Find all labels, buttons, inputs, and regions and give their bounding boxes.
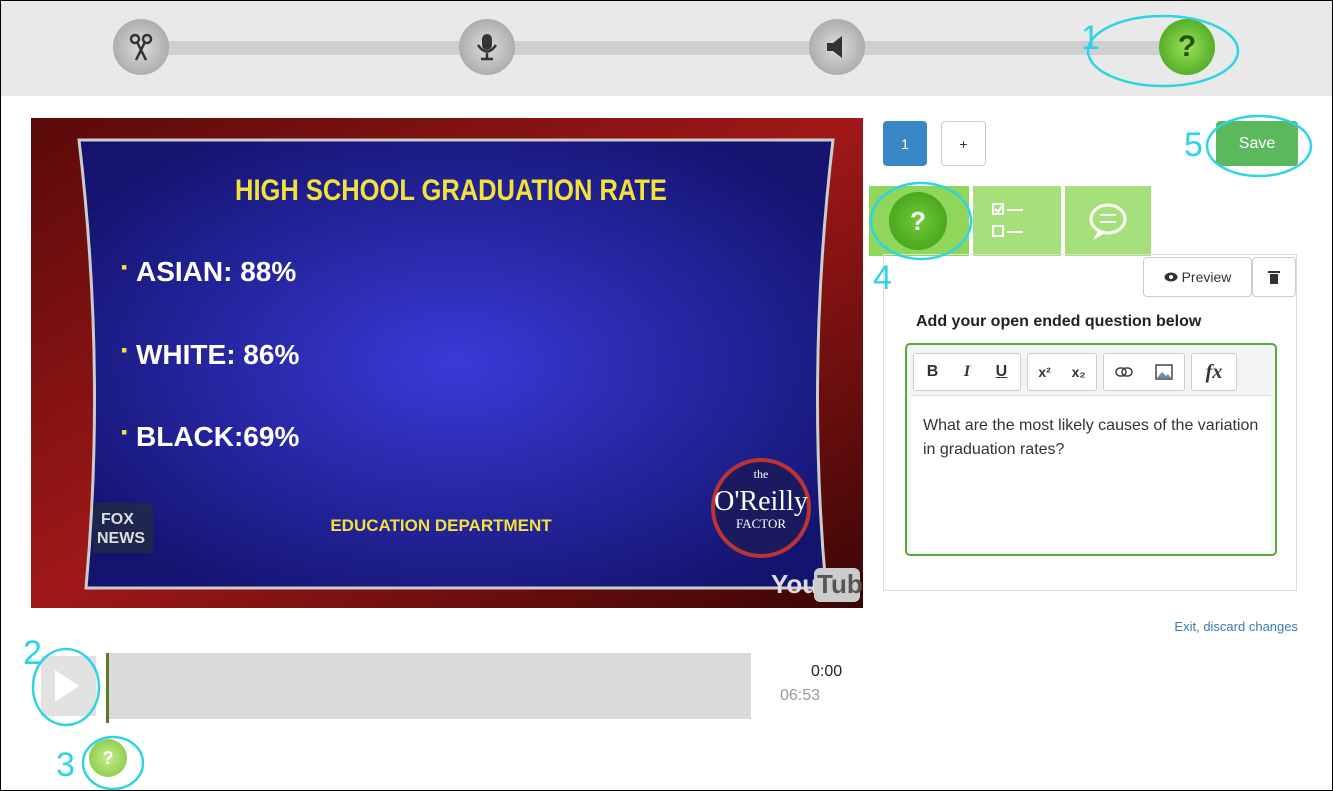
tab-question-bg: ? xyxy=(869,186,969,256)
duration: 06:53 xyxy=(780,687,820,705)
play-button[interactable] xyxy=(41,656,96,716)
superscript-button[interactable]: x² xyxy=(1038,364,1050,380)
preview-label: Preview xyxy=(1182,269,1232,285)
delete-button[interactable] xyxy=(1252,257,1296,297)
playhead xyxy=(106,653,109,723)
preview-button[interactable]: Preview xyxy=(1143,257,1252,297)
link-button[interactable] xyxy=(1115,367,1133,377)
youtube-logo: You xyxy=(771,569,818,599)
video-frame: HIGH SCHOOL GRADUATION RATE ASIAN: 88% W… xyxy=(31,118,863,608)
youtube-logo: Tube xyxy=(817,569,863,599)
image-button[interactable] xyxy=(1155,364,1173,380)
step-track xyxy=(141,41,1201,55)
formula-button[interactable]: fx xyxy=(1191,353,1237,391)
annotation: 5 xyxy=(1184,126,1203,165)
subscript-button[interactable]: x₂ xyxy=(1072,364,1086,380)
oreilly-logo: O'Reilly xyxy=(714,486,808,517)
insert-group xyxy=(1103,353,1185,391)
annotation: 4 xyxy=(873,259,892,298)
svg-text:▪: ▪ xyxy=(121,422,127,442)
record-step[interactable] xyxy=(459,19,515,75)
annotation: 2 xyxy=(23,634,42,673)
oreilly-logo: FACTOR xyxy=(736,516,786,531)
save-button[interactable]: Save xyxy=(1216,121,1298,166)
step-bar: ? xyxy=(1,1,1332,96)
slide-title: HIGH SCHOOL GRADUATION RATE xyxy=(235,173,667,206)
question-card: Preview Add your open ended question bel… xyxy=(883,254,1297,591)
prompt: Add your open ended question below xyxy=(916,313,1201,331)
page: ? HIGH SCHOOL GRADUATION RATE ASIAN: 88%… xyxy=(0,0,1333,791)
audio-step[interactable] xyxy=(809,19,865,75)
script-group: x² x₂ xyxy=(1027,353,1097,391)
oreilly-logo: the xyxy=(754,467,769,481)
italic-button[interactable]: I xyxy=(964,363,970,381)
slide-footer: EDUCATION DEPARTMENT xyxy=(330,516,552,535)
underline-button[interactable]: U xyxy=(996,363,1008,381)
question-marker[interactable]: ? xyxy=(89,739,127,777)
page-button[interactable]: 1 xyxy=(883,121,927,166)
annotation: 1 xyxy=(1081,19,1100,58)
exit-link[interactable]: Exit, discard changes xyxy=(1174,619,1298,634)
fox-logo: NEWS xyxy=(97,530,145,547)
slide-item: BLACK:69% xyxy=(136,421,299,452)
slide-item: WHITE: 86% xyxy=(136,339,299,370)
rich-editor: B I U x² x₂ fx What are the most likely cau… xyxy=(905,343,1277,556)
timeline-track xyxy=(108,653,751,719)
tab-multiple-choice[interactable] xyxy=(973,186,1061,256)
add-page-button[interactable]: + xyxy=(941,121,986,166)
svg-text:▪: ▪ xyxy=(121,257,127,277)
tab-discussion[interactable] xyxy=(1065,186,1151,256)
question-step[interactable]: ? xyxy=(1159,19,1215,75)
slide-item: ASIAN: 88% xyxy=(136,256,296,287)
current-time: 0:00 xyxy=(811,663,842,681)
fox-logo: FOX xyxy=(101,511,134,528)
bold-button[interactable]: B xyxy=(927,363,939,381)
cut-step[interactable] xyxy=(113,19,169,75)
tab-question[interactable]: ? xyxy=(889,192,947,250)
question-text[interactable]: What are the most likely causes of the v… xyxy=(911,395,1271,553)
annotation: 3 xyxy=(56,746,75,785)
svg-text:▪: ▪ xyxy=(121,340,127,360)
